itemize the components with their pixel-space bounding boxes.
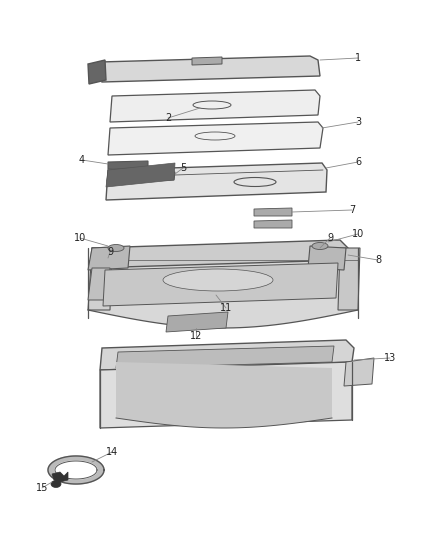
Polygon shape <box>338 248 360 310</box>
Text: 15: 15 <box>36 483 48 493</box>
Polygon shape <box>106 163 327 200</box>
Polygon shape <box>106 163 175 187</box>
Ellipse shape <box>108 245 124 252</box>
Polygon shape <box>88 260 358 328</box>
Text: 7: 7 <box>349 205 355 215</box>
Polygon shape <box>88 246 130 270</box>
Text: 13: 13 <box>384 353 396 363</box>
Polygon shape <box>48 456 104 484</box>
Polygon shape <box>100 362 352 428</box>
Ellipse shape <box>51 481 61 488</box>
Polygon shape <box>108 122 323 155</box>
Text: 1: 1 <box>355 53 361 63</box>
Text: 4: 4 <box>79 155 85 165</box>
Text: 8: 8 <box>375 255 381 265</box>
Text: 3: 3 <box>355 117 361 127</box>
Text: 10: 10 <box>352 229 364 239</box>
Polygon shape <box>116 346 334 368</box>
Polygon shape <box>55 461 97 479</box>
Text: 10: 10 <box>74 233 86 243</box>
Polygon shape <box>110 90 320 122</box>
Text: 5: 5 <box>180 163 186 173</box>
Ellipse shape <box>163 269 273 291</box>
Polygon shape <box>88 60 106 84</box>
Text: 12: 12 <box>190 331 202 341</box>
Text: 9: 9 <box>107 247 113 257</box>
Polygon shape <box>88 268 110 300</box>
Polygon shape <box>103 263 338 306</box>
Text: 2: 2 <box>165 113 171 123</box>
Polygon shape <box>308 246 346 270</box>
Polygon shape <box>344 358 374 386</box>
Polygon shape <box>254 208 292 216</box>
Polygon shape <box>100 340 354 370</box>
Text: 14: 14 <box>106 447 118 457</box>
Polygon shape <box>90 240 348 268</box>
Text: 9: 9 <box>327 233 333 243</box>
Polygon shape <box>100 56 320 82</box>
Polygon shape <box>107 172 175 181</box>
Ellipse shape <box>312 243 328 249</box>
Polygon shape <box>166 312 228 332</box>
Polygon shape <box>52 472 68 482</box>
Polygon shape <box>192 57 222 65</box>
Polygon shape <box>88 248 112 310</box>
Text: 6: 6 <box>355 157 361 167</box>
Polygon shape <box>108 161 148 169</box>
Polygon shape <box>116 362 332 428</box>
Text: 11: 11 <box>220 303 232 313</box>
Polygon shape <box>254 220 292 228</box>
